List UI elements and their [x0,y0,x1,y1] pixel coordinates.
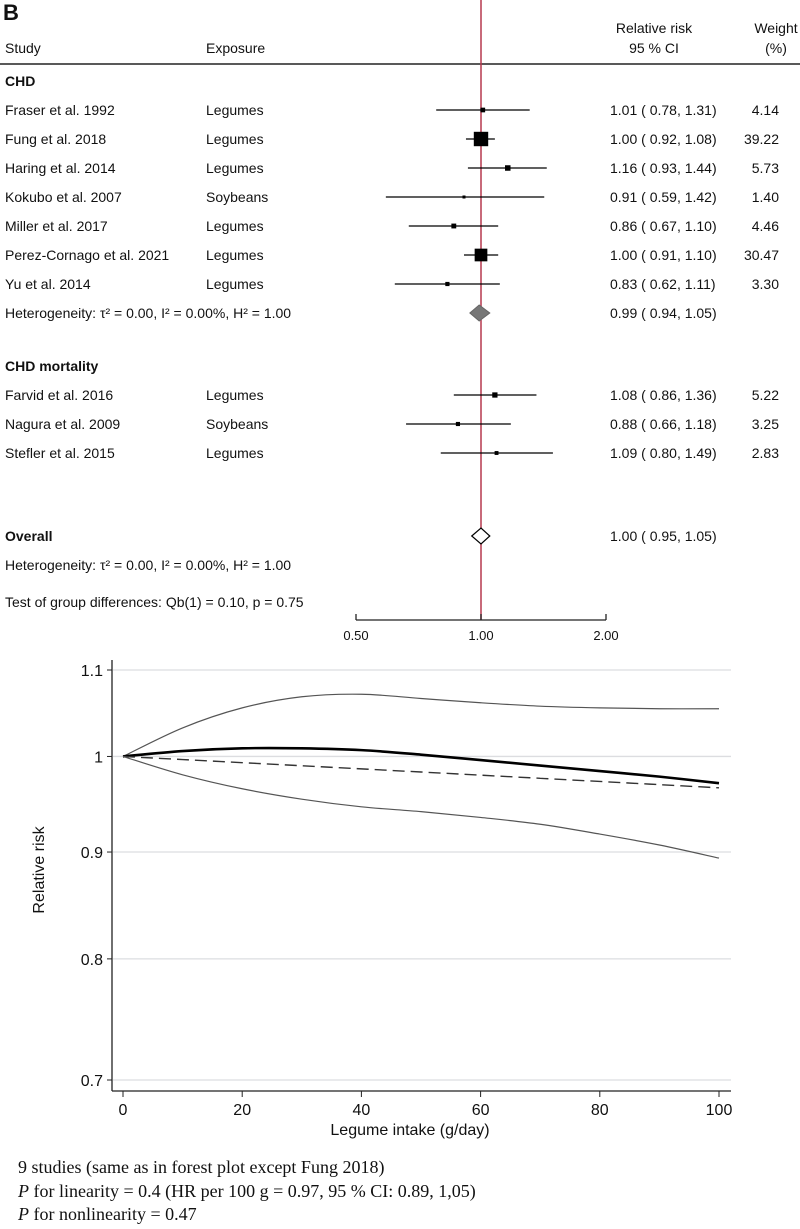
weight-text: 3.30 [752,276,779,292]
rr-ci-text: 1.00 ( 0.92, 1.08) [610,131,717,147]
exposure: Soybeans [206,416,268,432]
header-study: Study [5,40,41,56]
effect-marker [480,107,486,113]
y-tick-label: 0.7 [81,1073,103,1090]
study-name: Miller et al. 2017 [5,218,108,234]
group-label: CHD mortality [5,358,99,374]
forest-x-tick-label: 2.00 [593,628,618,643]
rr-ci-text: 1.09 ( 0.80, 1.49) [610,445,717,461]
exposure: Legumes [206,218,264,234]
overall-ci-text: 1.00 ( 0.95, 1.05) [610,528,717,544]
x-tick-label: 40 [353,1102,371,1119]
study-name: Stefler et al. 2015 [5,445,115,461]
study-name: Farvid et al. 2016 [5,387,113,403]
header-weight-unit: (%) [765,40,787,56]
header-weight: Weight [754,20,797,36]
weight-text: 5.73 [752,160,779,176]
header-ci: 95 % CI [629,40,679,56]
exposure: Legumes [206,131,264,147]
x-tick-label: 100 [706,1102,733,1119]
panel-label: B [3,0,19,25]
weight-text: 30.47 [744,247,779,263]
effect-marker [455,421,461,427]
exposure: Legumes [206,247,264,263]
weight-text: 1.40 [752,189,779,205]
study-name: Haring et al. 2014 [5,160,116,176]
study-name: Nagura et al. 2009 [5,416,120,432]
weight-text: 39.22 [744,131,779,147]
rr-ci-text: 1.16 ( 0.93, 1.44) [610,160,717,176]
rr-ci-text: 0.86 ( 0.67, 1.10) [610,218,717,234]
weight-text: 5.22 [752,387,779,403]
study-name: Fraser et al. 1992 [5,102,115,118]
y-tick-label: 0.8 [81,952,103,969]
forest-x-tick-label: 0.50 [343,628,368,643]
overall-label: Overall [5,528,52,544]
header-exposure: Exposure [206,40,265,56]
effect-marker [494,451,499,455]
exposure: Legumes [206,276,264,292]
rr-ci-text: 0.88 ( 0.66, 1.18) [610,416,717,432]
x-tick-label: 20 [233,1102,251,1119]
exposure: Legumes [206,387,264,403]
effect-marker [445,281,450,287]
rr-ci-text: 1.01 ( 0.78, 1.31) [610,102,717,118]
forest-x-tick-label: 1.00 [468,628,493,643]
p-symbol: P [17,1181,29,1201]
study-name: Fung et al. 2018 [5,131,106,147]
x-tick-label: 0 [119,1102,128,1119]
effect-marker [462,195,466,199]
subtotal-ci-text: 0.99 ( 0.94, 1.05) [610,305,717,321]
rr-ci-text: 0.91 ( 0.59, 1.42) [610,189,717,205]
weight-text: 2.83 [752,445,779,461]
note-studies: 9 studies (same as in forest plot except… [18,1157,384,1178]
effect-marker [451,223,457,229]
study-name: Yu et al. 2014 [5,276,91,292]
curve-estimate [122,746,720,785]
x-tick-label: 60 [472,1102,490,1119]
overall-heterogeneity: Heterogeneity: τ² = 0.00, I² = 0.00%, H²… [5,557,291,573]
rr-ci-text: 0.83 ( 0.62, 1.11) [610,276,716,292]
exposure: Legumes [206,102,264,118]
y-axis-label: Relative risk [31,825,48,913]
exposure: Legumes [206,160,264,176]
effect-marker [505,165,511,171]
heterogeneity-text: Heterogeneity: τ² = 0.00, I² = 0.00%, H²… [5,305,291,321]
subtotal-diamond [469,304,491,322]
note-text: for nonlinearity = 0.47 [29,1204,197,1224]
header-relative-risk: Relative risk [616,20,693,36]
effect-marker [473,131,489,147]
note-text: for linearity = 0.4 (HR per 100 g = 0.97… [29,1181,476,1202]
weight-text: 3.25 [752,416,779,432]
weight-text: 4.14 [752,102,779,118]
x-axis-label: Legume intake (g/day) [330,1122,489,1139]
curve-linear [122,755,720,789]
y-tick-label: 0.9 [81,845,103,862]
y-tick-label: 1 [94,749,103,766]
study-name: Perez-Cornago et al. 2021 [5,247,169,263]
note-nonlinearity: P for nonlinearity = 0.47 [17,1204,197,1224]
x-tick-label: 80 [591,1102,609,1119]
p-symbol: P [17,1204,29,1224]
note-linearity: P for linearity = 0.4 (HR per 100 g = 0.… [17,1181,476,1202]
y-tick-label: 1.1 [81,663,103,680]
curve-lower-ci [122,755,720,859]
effect-marker [492,392,498,398]
rr-ci-text: 1.08 ( 0.86, 1.36) [610,387,717,403]
group-label: CHD [5,73,35,89]
exposure: Soybeans [206,189,268,205]
weight-text: 4.46 [752,218,779,234]
overall-diamond [470,527,491,545]
curve-upper-ci [122,693,720,757]
rr-ci-text: 1.00 ( 0.91, 1.10) [610,247,717,263]
exposure: Legumes [206,445,264,461]
study-name: Kokubo et al. 2007 [5,189,122,205]
effect-marker [474,248,488,262]
group-difference-test: Test of group differences: Qb(1) = 0.10,… [5,594,304,610]
